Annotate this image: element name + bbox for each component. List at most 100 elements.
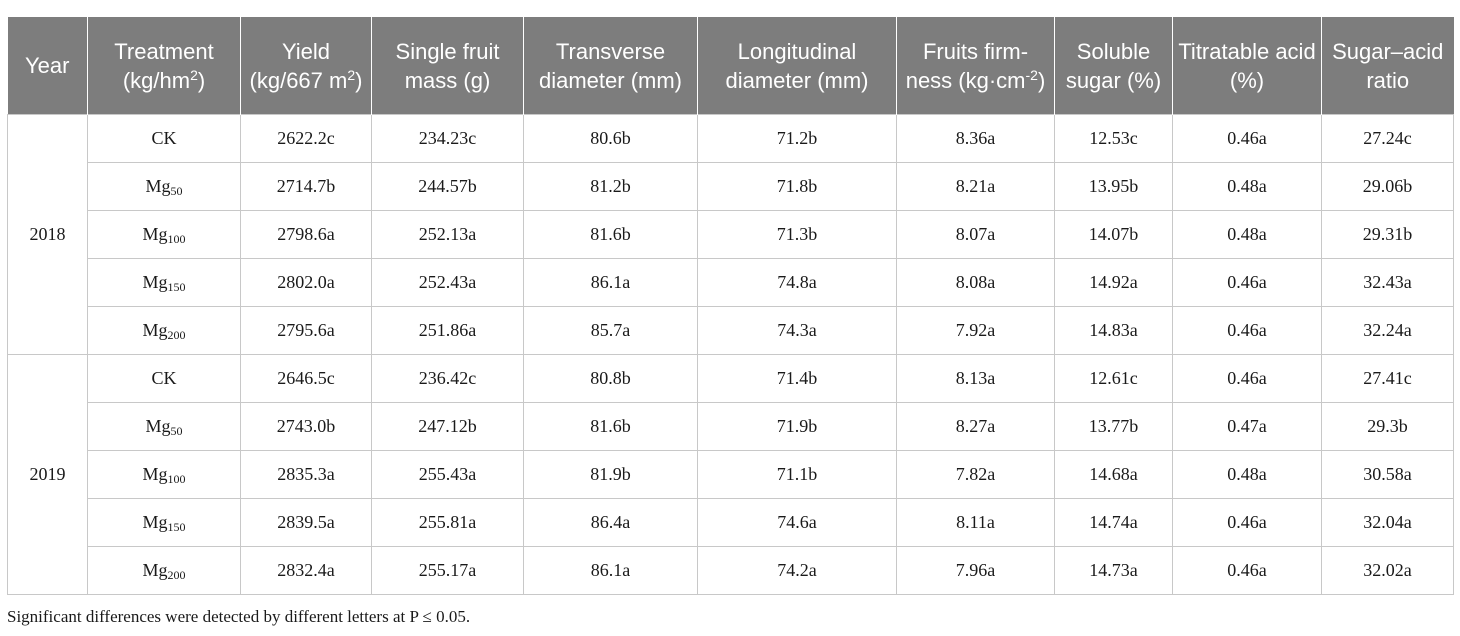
treatment-label: Mg (145, 176, 171, 196)
header-titratable-acid: Titratable acid (%) (1172, 17, 1322, 115)
table-header: Year Treatment (kg/hm2) Yield (kg/667 m2)… (7, 17, 1454, 115)
cell-fruits-firmness: 7.92a (896, 306, 1055, 355)
cell-single-fruit-mass: 247.12b (371, 402, 524, 451)
cell-yield: 2795.6a (240, 306, 372, 355)
cell-longitudinal-diameter: 74.2a (697, 546, 897, 595)
cell-treatment: CK (87, 354, 241, 403)
cell-soluble-sugar: 14.07b (1054, 210, 1173, 259)
cell-sugar-acid-ratio: 32.04a (1321, 498, 1454, 547)
cell-sugar-acid-ratio: 29.06b (1321, 162, 1454, 211)
treatment-label: Mg (145, 416, 171, 436)
cell-longitudinal-diameter: 71.1b (697, 450, 897, 499)
cell-transverse-diameter: 81.2b (523, 162, 698, 211)
cell-single-fruit-mass: 252.43a (371, 258, 524, 307)
cell-sugar-acid-ratio: 27.24c (1321, 114, 1454, 163)
cell-yield: 2835.3a (240, 450, 372, 499)
treatment-dose: 200 (167, 568, 186, 582)
cell-fruits-firmness: 8.21a (896, 162, 1055, 211)
header-sugar-acid-ratio: Sugar–acid ratio (1321, 17, 1454, 115)
cell-transverse-diameter: 80.8b (523, 354, 698, 403)
header-treatment: Treatment (kg/hm2) (87, 17, 241, 115)
cell-year: 2018 (7, 114, 88, 355)
cell-titratable-acid: 0.46a (1172, 306, 1322, 355)
cell-single-fruit-mass: 244.57b (371, 162, 524, 211)
cell-titratable-acid: 0.48a (1172, 162, 1322, 211)
table-row: Mg200 2832.4a 255.17a 86.1a 74.2a 7.96a 14.73a… (8, 546, 1454, 595)
treatment-label: Mg (142, 512, 168, 532)
treatment-dose: 150 (167, 520, 186, 534)
cell-fruits-firmness: 8.13a (896, 354, 1055, 403)
cell-sugar-acid-ratio: 32.02a (1321, 546, 1454, 595)
treatment-dose: 50 (170, 184, 183, 198)
table-body: 2018 CK 2622.2c 234.23c 80.6b 71.2b 8.36a 12.53… (7, 114, 1454, 595)
treatment-label: Mg (142, 320, 168, 340)
cell-yield: 2839.5a (240, 498, 372, 547)
header-transverse-diameter: Transverse diameter (mm) (523, 17, 698, 115)
treatment-dose: 50 (170, 424, 183, 438)
treatment-dose: 100 (167, 232, 186, 246)
cell-treatment: Mg50 (87, 162, 241, 211)
cell-transverse-diameter: 81.6b (523, 210, 698, 259)
header-soluble-sugar: Soluble sugar (%) (1054, 17, 1173, 115)
cell-sugar-acid-ratio: 29.3b (1321, 402, 1454, 451)
cell-longitudinal-diameter: 74.3a (697, 306, 897, 355)
treatment-label: Mg (142, 224, 168, 244)
treatment-dose: 100 (167, 472, 186, 486)
cell-treatment: Mg200 (87, 306, 241, 355)
treatment-label: Mg (142, 560, 168, 580)
header-longitudinal-diameter: Longitudinal diameter (mm) (697, 17, 897, 115)
treatment-label: Mg (142, 464, 168, 484)
cell-single-fruit-mass: 255.17a (371, 546, 524, 595)
cell-sugar-acid-ratio: 27.41c (1321, 354, 1454, 403)
cell-transverse-diameter: 80.6b (523, 114, 698, 163)
cell-yield: 2714.7b (240, 162, 372, 211)
treatment-label: CK (151, 368, 177, 388)
header-single-fruit-mass: Single fruit mass (g) (371, 17, 524, 115)
cell-fruits-firmness: 8.07a (896, 210, 1055, 259)
cell-transverse-diameter: 86.1a (523, 546, 698, 595)
cell-titratable-acid: 0.46a (1172, 114, 1322, 163)
cell-longitudinal-diameter: 74.6a (697, 498, 897, 547)
cell-transverse-diameter: 81.9b (523, 450, 698, 499)
table-row: Mg150 2802.0a 252.43a 86.1a 74.8a 8.08a 14.92a… (8, 258, 1454, 307)
table-row: Mg100 2835.3a 255.43a 81.9b 71.1b 7.82a 14.68a… (8, 450, 1454, 499)
treatment-label: Mg (142, 272, 168, 292)
cell-transverse-diameter: 85.7a (523, 306, 698, 355)
cell-yield: 2798.6a (240, 210, 372, 259)
cell-yield: 2622.2c (240, 114, 372, 163)
cell-transverse-diameter: 86.4a (523, 498, 698, 547)
cell-treatment: Mg150 (87, 498, 241, 547)
fruit-quality-table: Year Treatment (kg/hm2) Yield (kg/667 m2)… (7, 17, 1454, 595)
treatment-label: CK (151, 128, 177, 148)
cell-single-fruit-mass: 236.42c (371, 354, 524, 403)
cell-fruits-firmness: 8.08a (896, 258, 1055, 307)
table-row: 2019 CK 2646.5c 236.42c 80.8b 71.4b 8.13a 12.61… (7, 354, 1454, 595)
cell-sugar-acid-ratio: 32.43a (1321, 258, 1454, 307)
header-yield: Yield (kg/667 m2) (240, 17, 372, 115)
cell-soluble-sugar: 13.77b (1054, 402, 1173, 451)
cell-transverse-diameter: 81.6b (523, 402, 698, 451)
cell-sugar-acid-ratio: 32.24a (1321, 306, 1454, 355)
table-row: Mg100 2798.6a 252.13a 81.6b 71.3b 8.07a 14.07b… (8, 210, 1454, 259)
cell-yield: 2832.4a (240, 546, 372, 595)
cell-fruits-firmness: 8.11a (896, 498, 1055, 547)
cell-single-fruit-mass: 251.86a (371, 306, 524, 355)
table-footnote: Significant differences were detected by… (7, 607, 471, 626)
cell-yield: 2646.5c (240, 354, 372, 403)
cell-longitudinal-diameter: 71.4b (697, 354, 897, 403)
cell-soluble-sugar: 14.83a (1054, 306, 1173, 355)
cell-soluble-sugar: 12.61c (1054, 354, 1173, 403)
cell-soluble-sugar: 14.92a (1054, 258, 1173, 307)
cell-titratable-acid: 0.46a (1172, 354, 1322, 403)
cell-titratable-acid: 0.48a (1172, 450, 1322, 499)
cell-longitudinal-diameter: 71.9b (697, 402, 897, 451)
cell-longitudinal-diameter: 71.8b (697, 162, 897, 211)
cell-longitudinal-diameter: 71.2b (697, 114, 897, 163)
cell-soluble-sugar: 12.53c (1054, 114, 1173, 163)
cell-transverse-diameter: 86.1a (523, 258, 698, 307)
cell-year: 2019 (7, 354, 88, 595)
table-row: Mg200 2795.6a 251.86a 85.7a 74.3a 7.92a 14.83a… (8, 306, 1454, 355)
cell-fruits-firmness: 7.96a (896, 546, 1055, 595)
cell-titratable-acid: 0.47a (1172, 402, 1322, 451)
cell-longitudinal-diameter: 71.3b (697, 210, 897, 259)
